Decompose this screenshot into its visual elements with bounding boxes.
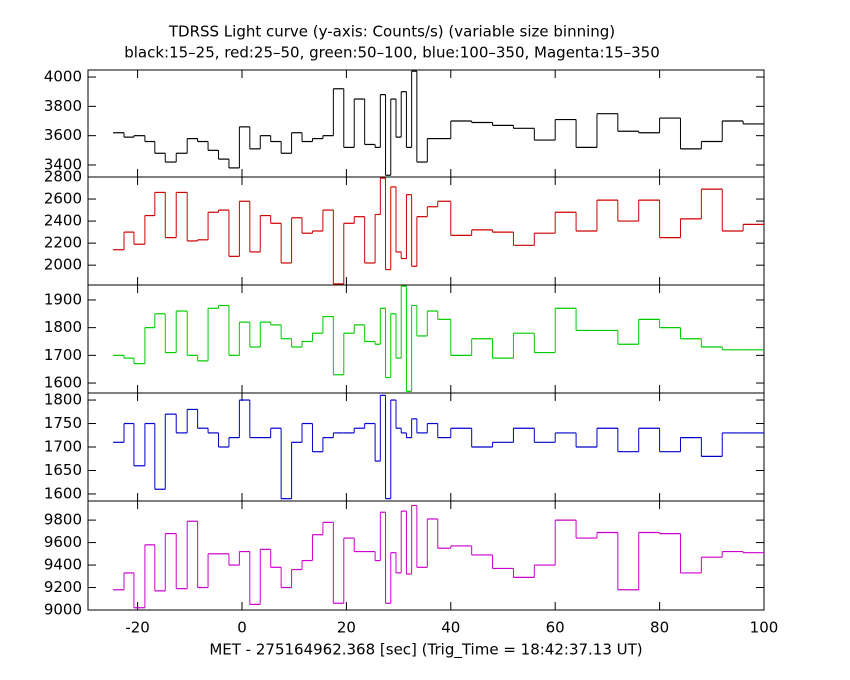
x-tick-label: 80 [650,619,669,637]
x-tick-label: -20 [125,619,150,637]
y-tick-label: 4000 [44,68,82,86]
panel-frame [87,284,765,394]
y-tick-label: 2000 [44,256,82,274]
y-tick-label: 1600 [44,374,82,392]
y-tick-label: 9000 [44,601,82,619]
y-tick-label: 1750 [44,414,82,432]
y-tick-label: 2200 [44,234,82,252]
y-tick-label: 1800 [44,391,82,409]
y-tick-label: 1700 [44,346,82,364]
panel-frame [87,69,765,178]
chart-subtitle: black:15–25, red:25–50, green:50–100, bl… [124,44,660,62]
panel-frame [87,176,765,286]
y-tick-label: 3800 [44,97,82,115]
chart-title: TDRSS Light curve (y-axis: Counts/s) (va… [168,23,615,41]
y-tick-label: 2400 [44,212,82,230]
y-tick-label: 9600 [44,533,82,551]
y-tick-label: 9800 [44,511,82,529]
y-tick-label: 1600 [44,484,82,502]
y-tick-label: 9400 [44,556,82,574]
x-tick-label: 100 [750,619,779,637]
x-tick-label: 20 [337,619,356,637]
x-tick-label: 40 [441,619,460,637]
x-axis-label: MET - 275164962.368 [sec] (Trig_Time = 1… [209,641,642,660]
y-tick-label: 3600 [44,126,82,144]
y-tick-label: 9200 [44,578,82,596]
y-tick-label: 1800 [44,318,82,336]
y-tick-label: 3400 [44,155,82,173]
y-tick-label: 1900 [44,290,82,308]
x-tick-label: 0 [237,619,247,637]
x-tick-label: 60 [546,619,565,637]
y-tick-label: 1700 [44,438,82,456]
y-tick-label: 1650 [44,461,82,479]
y-tick-label: 2800 [44,168,82,186]
panel-frame [87,500,765,611]
y-tick-label: 2600 [44,190,82,208]
